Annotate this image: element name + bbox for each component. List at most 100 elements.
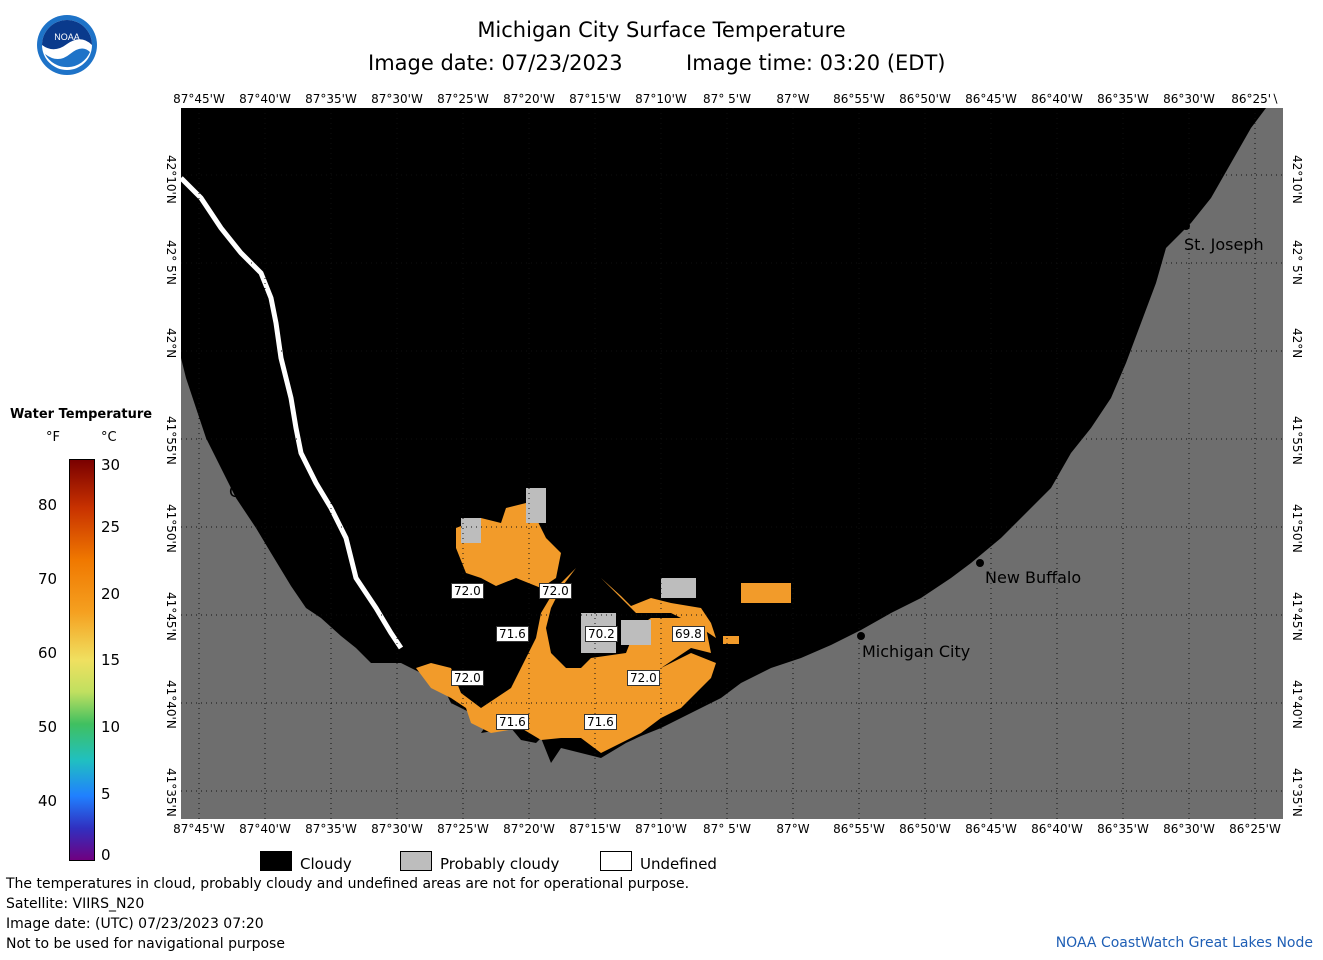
lat-label-left: 41°45'N	[164, 592, 178, 641]
lon-label-top: 87°30'W	[371, 92, 423, 106]
footer-credit: NOAA CoastWatch Great Lakes Node	[1055, 935, 1313, 951]
key-probably-cloudy-label: Probably cloudy	[440, 855, 560, 873]
lon-label-top: 86°35'W	[1097, 92, 1149, 106]
lon-label-bottom: 87°40'W	[239, 822, 291, 836]
scale-tick-f: 80	[38, 496, 58, 514]
city-michigan-city: Michigan City	[862, 642, 971, 661]
lon-label-top: 87°10'W	[635, 92, 687, 106]
lon-label-bottom: 86°50'W	[899, 822, 951, 836]
logo-text: NOAA	[54, 32, 80, 42]
unit-c: °C	[101, 430, 117, 445]
image-date: Image date: 07/23/2023	[368, 51, 623, 75]
temp-label: 72.0	[451, 670, 484, 686]
temp-label: 71.6	[496, 626, 529, 642]
lon-label-bottom: 87°20'W	[503, 822, 555, 836]
warm-water-patches	[416, 503, 791, 753]
lat-label-right: 41°35'N	[1290, 768, 1304, 817]
lat-label-left: 41°40'N	[164, 680, 178, 729]
footer-warning: Not to be used for navigational purpose	[6, 936, 285, 952]
color-scale-bar	[69, 459, 95, 861]
lon-label-top: 87°W	[776, 92, 810, 106]
footer-utc-date: Image date: (UTC) 07/23/2023 07:20	[6, 916, 264, 932]
scale-tick-c: 10	[101, 718, 121, 736]
lat-label-right: 42° 5'N	[1290, 240, 1304, 285]
lon-label-top: 86°55'W	[833, 92, 885, 106]
temp-label: 72.0	[627, 670, 660, 686]
scale-tick-c: 0	[101, 846, 111, 864]
temp-label: 70.2	[585, 626, 618, 642]
city-st-joseph: St. Joseph	[1184, 235, 1264, 254]
scale-tick-c: 20	[101, 585, 121, 603]
key-cloudy-swatch	[260, 851, 292, 871]
lon-label-bottom: 87°45'W	[173, 822, 225, 836]
scale-tick-c: 15	[101, 651, 121, 669]
lon-label-top: 86°30'W	[1163, 92, 1215, 106]
grid-lines	[181, 108, 1283, 819]
lat-label-right: 41°40'N	[1290, 680, 1304, 729]
temp-label: 72.0	[451, 583, 484, 599]
lon-label-top: 87°15'W	[569, 92, 621, 106]
lon-label-top: 87°20'W	[503, 92, 555, 106]
lat-label-right: 41°55'N	[1290, 416, 1304, 465]
lon-label-top: 87°35'W	[305, 92, 357, 106]
lat-label-left: 42° 5'N	[164, 240, 178, 285]
city-markers	[296, 222, 1190, 640]
key-cloudy-label: Cloudy	[300, 855, 352, 873]
lon-label-bottom: 86°30'W	[1163, 822, 1215, 836]
noaa-logo: NOAA	[37, 15, 97, 75]
lat-label-left: 41°35'N	[164, 768, 178, 817]
lon-label-bottom: 87°15'W	[569, 822, 621, 836]
city-new-buffalo: New Buffalo	[985, 568, 1082, 587]
lon-label-top: 87°40'W	[239, 92, 291, 106]
unit-f: °F	[46, 430, 60, 445]
lon-label-bottom: 86°35'W	[1097, 822, 1149, 836]
lon-label-top: 86°45'W	[965, 92, 1017, 106]
lon-label-top: 87° 5'W	[703, 92, 751, 106]
lon-label-top: 86°50'W	[899, 92, 951, 106]
undefined-shore	[181, 176, 404, 650]
lon-label-bottom: 86°55'W	[833, 822, 885, 836]
lat-label-right: 42°N	[1290, 328, 1304, 359]
lon-label-bottom: 87°W	[776, 822, 810, 836]
lat-label-left: 41°50'N	[164, 504, 178, 553]
lon-label-top: 87°45'W	[173, 92, 225, 106]
temp-label: 71.6	[584, 714, 617, 730]
temp-label: 72.0	[539, 583, 572, 599]
lat-label-left: 41°55'N	[164, 416, 178, 465]
lat-label-left: 42°10'N	[164, 155, 178, 204]
scale-tick-c: 5	[101, 785, 111, 803]
lat-label-right: 41°45'N	[1290, 592, 1304, 641]
footer-satellite: Satellite: VIIRS_N20	[6, 896, 145, 912]
scale-tick-f: 40	[38, 792, 58, 810]
lon-label-bottom: 86°40'W	[1031, 822, 1083, 836]
lon-label-bottom: 87°10'W	[635, 822, 687, 836]
lake-cloud-area	[181, 108, 1266, 763]
scale-tick-c: 25	[101, 518, 121, 536]
temperature-map	[181, 108, 1283, 819]
scale-tick-c: 30	[101, 456, 121, 474]
scale-tick-f: 60	[38, 644, 58, 662]
lon-label-bottom: 87° 5'W	[703, 822, 751, 836]
footer-note: The temperatures in cloud, probably clou…	[6, 876, 690, 892]
lon-label-bottom: 87°25'W	[437, 822, 489, 836]
city-chicago: Chicago	[229, 482, 294, 501]
lat-label-right: 41°50'N	[1290, 504, 1304, 553]
image-time: Image time: 03:20 (EDT)	[686, 51, 946, 75]
temp-label: 71.6	[496, 714, 529, 730]
lon-label-bottom: 87°35'W	[305, 822, 357, 836]
lon-label-bottom: 86°25'W	[1229, 822, 1281, 836]
lon-label-top: 87°25'W	[437, 92, 489, 106]
lon-label-top: 86°40'W	[1031, 92, 1083, 106]
legend-title: Water Temperature	[10, 407, 153, 422]
lon-label-top: 86°25'∖	[1231, 92, 1279, 106]
key-undefined-label: Undefined	[640, 855, 717, 873]
lon-label-bottom: 87°30'W	[371, 822, 423, 836]
page-title: Michigan City Surface Temperature	[477, 18, 846, 42]
lat-label-right: 42°10'N	[1290, 155, 1304, 204]
lon-label-bottom: 86°45'W	[965, 822, 1017, 836]
scale-tick-f: 70	[38, 570, 58, 588]
scale-tick-f: 50	[38, 718, 58, 736]
lat-label-left: 42°N	[164, 328, 178, 359]
temp-label: 69.8	[672, 626, 705, 642]
key-probably-cloudy-swatch	[400, 851, 432, 871]
